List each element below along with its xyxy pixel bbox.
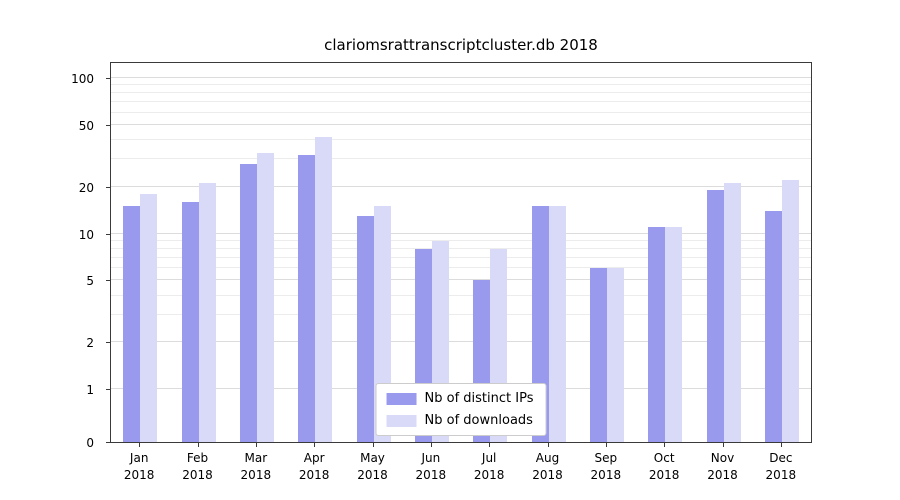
bar-distinct-ips [356, 215, 374, 442]
gridline [111, 279, 811, 281]
x-tick-label: Aug 2018 [532, 451, 563, 482]
x-tick-mark [430, 443, 432, 447]
x-tick-label: Mar 2018 [240, 451, 272, 482]
bar-downloads [198, 183, 216, 442]
legend-swatch-downloads-icon [386, 414, 417, 427]
y-tick-mark [106, 124, 110, 126]
y-tick-label: 2 [86, 336, 94, 351]
y-tick-label: 0 [86, 436, 94, 450]
bar-downloads [665, 227, 683, 442]
bar-downloads [548, 206, 566, 442]
y-tick-label: 100 [71, 72, 94, 87]
x-tick-mark [139, 443, 141, 447]
x-tick-mark [197, 443, 199, 447]
legend-item-downloads: Nb of downloads [386, 413, 534, 428]
x-tick-mark [372, 443, 374, 447]
y-tick-mark [106, 389, 110, 391]
chart-title: clariomsrattranscriptcluster.db 2018 [324, 36, 598, 54]
legend-item-distinct-ips: Nb of distinct IPs [386, 391, 534, 406]
y-tick-mark [106, 280, 110, 282]
y-tick-mark [106, 342, 110, 344]
bar-downloads [606, 268, 624, 442]
bar-distinct-ips [181, 201, 199, 442]
x-tick-label: May 2018 [357, 451, 388, 482]
x-tick-label: Feb 2018 [182, 451, 213, 482]
gridline [111, 341, 811, 343]
x-tick-mark [255, 443, 257, 447]
gridline [111, 239, 811, 241]
gridline [111, 313, 811, 315]
y-tick-mark [106, 78, 110, 80]
gridline [111, 77, 811, 79]
gridline [111, 256, 811, 258]
gridline [111, 267, 811, 269]
bar-distinct-ips [123, 206, 141, 442]
x-tick-label: Dec 2018 [765, 451, 797, 482]
bar-downloads [781, 180, 799, 442]
gridline [111, 232, 811, 234]
y-tick-label: 10 [78, 227, 94, 242]
gridline [111, 111, 811, 113]
y-axis: 0 1 2 5 10 20 50 100 [0, 62, 110, 450]
plot-area: Nb of distinct IPs Nb of downloads [110, 62, 812, 443]
bar-distinct-ips [648, 227, 666, 442]
x-axis-labels: Jan 2018 Feb 2018 Mar 2018 Apr 2018 May 2018 Jun 20… [110, 450, 812, 488]
legend-label-distinct-ips: Nb of distinct IPs [424, 391, 534, 406]
gridline [111, 84, 811, 86]
bar-distinct-ips [239, 164, 257, 442]
legend-label-downloads: Nb of downloads [424, 413, 533, 428]
y-tick-mark [106, 186, 110, 188]
legend-swatch-distinct-ips-icon [386, 392, 417, 405]
bar-distinct-ips [589, 268, 607, 442]
gridline [111, 247, 811, 249]
x-tick-mark [722, 443, 724, 447]
x-tick-mark [780, 443, 782, 447]
gridline [111, 185, 811, 187]
gridline [111, 158, 811, 160]
x-tick-label: Apr 2018 [298, 451, 330, 482]
x-tick-mark [489, 443, 491, 447]
bar-downloads [315, 136, 333, 442]
gridline [111, 138, 811, 140]
legend: Nb of distinct IPs Nb of downloads [375, 383, 547, 436]
bar-downloads [723, 183, 741, 442]
gridline [111, 92, 811, 94]
bar-downloads [140, 193, 158, 442]
x-tick-label: Jan 2018 [123, 451, 155, 482]
y-tick-mark [106, 442, 110, 443]
x-tick-mark [664, 443, 666, 447]
x-tick-label: Oct 2018 [648, 451, 680, 482]
bar-downloads [256, 152, 274, 442]
gridline [111, 294, 811, 296]
y-tick-label: 20 [78, 180, 94, 195]
x-tick-mark [314, 443, 316, 447]
gridline [111, 123, 811, 125]
bar-distinct-ips [298, 155, 316, 442]
y-tick-label: 1 [86, 383, 94, 398]
x-tick-mark [547, 443, 549, 447]
x-tick-label: Sep 2018 [590, 451, 622, 482]
x-tick-label: Jun 2018 [415, 451, 447, 482]
bar-distinct-ips [764, 210, 782, 442]
bar-distinct-ips [706, 190, 724, 442]
y-tick-label: 50 [78, 118, 94, 133]
x-tick-mark [605, 443, 607, 447]
x-tick-label: Jul 2018 [473, 451, 505, 482]
gridline [111, 101, 811, 103]
x-axis-ticks [110, 442, 812, 448]
y-tick-mark [106, 233, 110, 235]
x-tick-label: Nov 2018 [707, 451, 738, 482]
y-tick-label: 5 [86, 274, 94, 289]
